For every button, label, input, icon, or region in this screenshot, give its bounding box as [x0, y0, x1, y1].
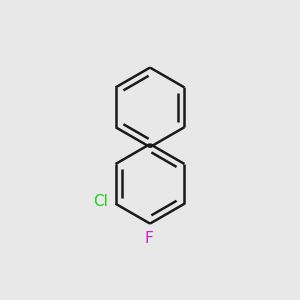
Text: Cl: Cl — [93, 194, 108, 209]
Text: F: F — [144, 231, 153, 246]
